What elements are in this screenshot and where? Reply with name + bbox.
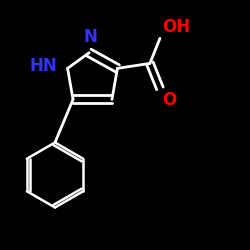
Text: OH: OH xyxy=(162,18,190,36)
Text: O: O xyxy=(162,91,177,109)
Text: N: N xyxy=(84,28,97,46)
Text: HN: HN xyxy=(30,57,58,75)
